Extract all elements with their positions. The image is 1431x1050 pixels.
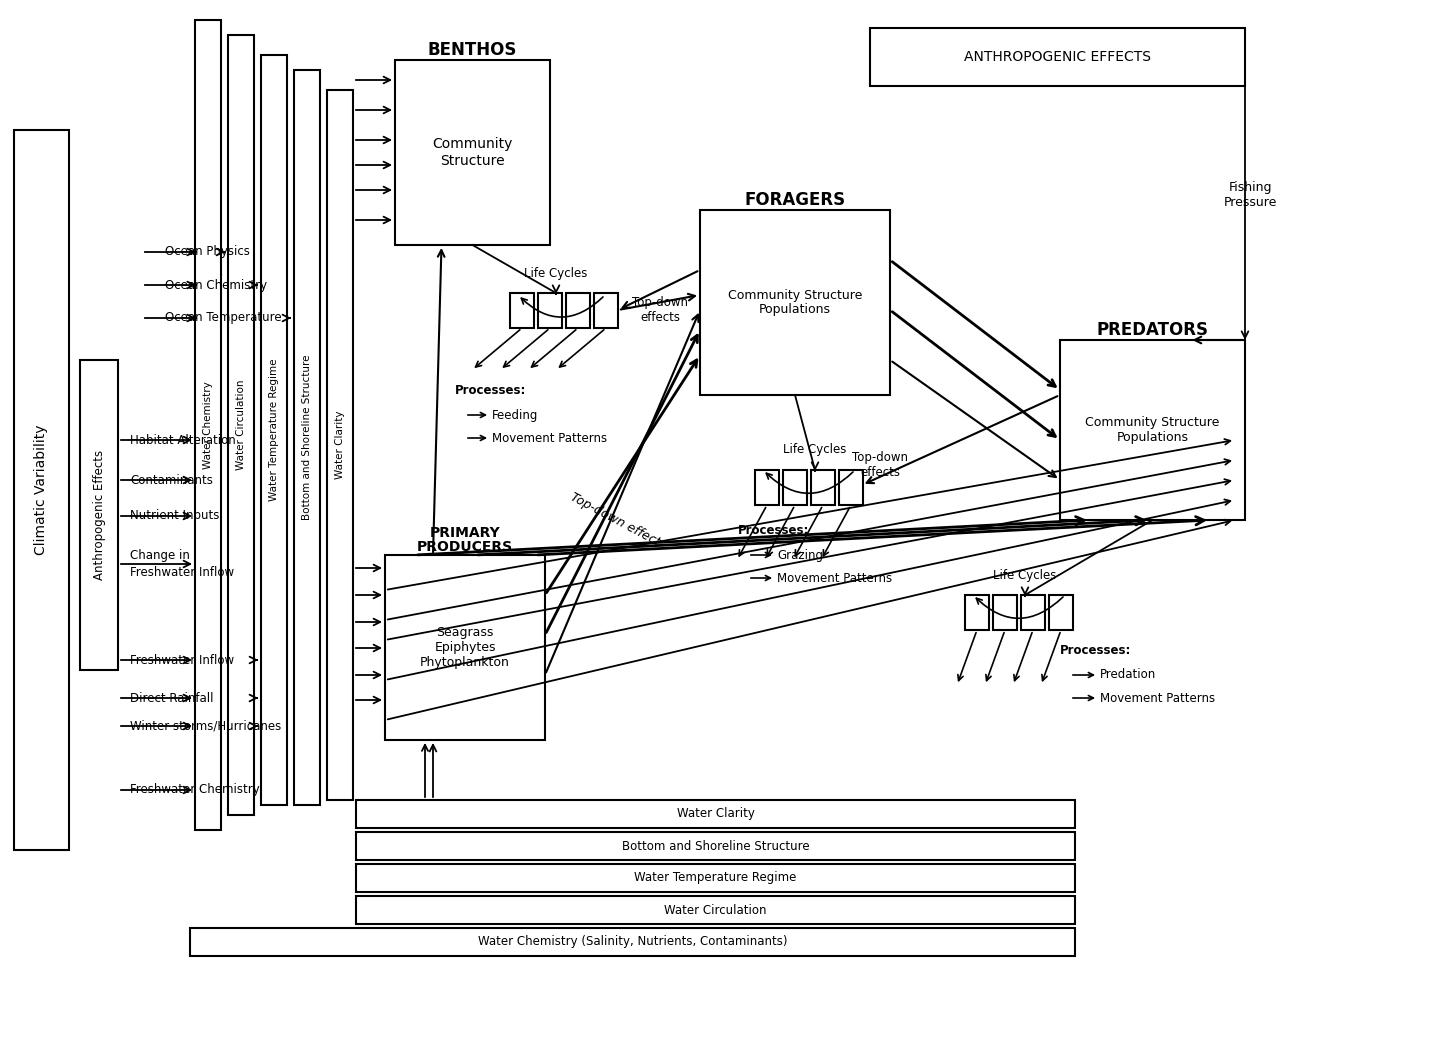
Text: Life Cycles: Life Cycles (783, 443, 847, 457)
Text: Processes:: Processes: (1060, 644, 1132, 656)
Text: Water Chemistry: Water Chemistry (203, 381, 213, 469)
Bar (964, 595, 989, 630)
Bar (395, 60, 550, 245)
Bar (228, 35, 253, 815)
Bar (811, 470, 836, 505)
Bar (700, 210, 890, 395)
Text: Water Temperature Regime: Water Temperature Regime (269, 359, 279, 501)
Bar (80, 360, 117, 670)
Text: Water Temperature Regime: Water Temperature Regime (634, 872, 797, 884)
Text: Top-down
effects: Top-down effects (633, 296, 688, 324)
Text: Freshwater Inflow: Freshwater Inflow (130, 566, 235, 579)
Text: Water Clarity: Water Clarity (677, 807, 754, 820)
Text: Movement Patterns: Movement Patterns (777, 571, 892, 585)
Bar (356, 832, 1075, 860)
Text: ANTHROPOGENIC EFFECTS: ANTHROPOGENIC EFFECTS (964, 50, 1151, 64)
Bar (839, 470, 863, 505)
Text: PRIMARY: PRIMARY (429, 526, 501, 540)
Text: Feeding: Feeding (492, 408, 538, 421)
Bar (594, 293, 618, 328)
Text: Water Clarity: Water Clarity (335, 411, 345, 479)
Text: Ocean Temperature: Ocean Temperature (165, 312, 282, 324)
Text: Water Chemistry (Salinity, Nutrients, Contaminants): Water Chemistry (Salinity, Nutrients, Co… (478, 936, 787, 948)
Text: PREDATORS: PREDATORS (1096, 321, 1209, 339)
Text: Seagrass
Epiphytes
Phytoplankton: Seagrass Epiphytes Phytoplankton (421, 626, 509, 669)
Text: Fishing
Pressure: Fishing Pressure (1224, 181, 1276, 209)
Bar (993, 595, 1017, 630)
Text: Anthropogenic Effects: Anthropogenic Effects (93, 450, 106, 580)
Text: Climatic Variability: Climatic Variability (34, 425, 49, 555)
Text: Top-down
effects: Top-down effects (851, 452, 909, 479)
Text: BENTHOS: BENTHOS (428, 41, 517, 59)
Bar (509, 293, 534, 328)
Bar (356, 800, 1075, 828)
Text: Community Structure
Populations: Community Structure Populations (1085, 416, 1219, 444)
Bar (356, 864, 1075, 892)
Text: FORAGERS: FORAGERS (744, 191, 846, 209)
Text: Processes:: Processes: (738, 524, 810, 537)
Text: Bottom and Shoreline Structure: Bottom and Shoreline Structure (621, 840, 810, 853)
Text: Direct Rainfall: Direct Rainfall (130, 692, 213, 705)
Text: Water Circulation: Water Circulation (236, 380, 246, 470)
Text: Grazing: Grazing (777, 548, 823, 562)
Bar (190, 928, 1075, 956)
Bar (567, 293, 590, 328)
Bar (1020, 595, 1045, 630)
Text: Life Cycles: Life Cycles (524, 267, 588, 279)
Text: Nutrient Inputs: Nutrient Inputs (130, 509, 219, 523)
Text: Freshwater Inflow: Freshwater Inflow (130, 653, 235, 667)
Bar (1049, 595, 1073, 630)
Text: Winter storms/Hurricanes: Winter storms/Hurricanes (130, 719, 282, 733)
Text: Ocean Physics: Ocean Physics (165, 246, 250, 258)
Text: Community Structure
Populations: Community Structure Populations (728, 289, 863, 316)
Text: Processes:: Processes: (455, 383, 527, 397)
Bar (870, 28, 1245, 86)
Text: Movement Patterns: Movement Patterns (492, 432, 607, 444)
Bar (293, 70, 321, 805)
Bar (783, 470, 807, 505)
Text: Freshwater Chemistry: Freshwater Chemistry (130, 783, 260, 797)
Text: Community
Structure: Community Structure (432, 138, 512, 168)
Text: Bottom and Shoreline Structure: Bottom and Shoreline Structure (302, 355, 312, 520)
Text: Change in: Change in (130, 549, 190, 563)
Text: PRODUCERS: PRODUCERS (416, 540, 514, 554)
Text: Predation: Predation (1100, 669, 1156, 681)
Text: Contaminants: Contaminants (130, 474, 213, 486)
Bar (260, 55, 288, 805)
Bar (14, 130, 69, 850)
Text: Habitat Alteration: Habitat Alteration (130, 434, 236, 446)
Text: Movement Patterns: Movement Patterns (1100, 692, 1215, 705)
Bar (1060, 340, 1245, 520)
Text: Ocean Chemistry: Ocean Chemistry (165, 278, 268, 292)
Bar (356, 896, 1075, 924)
Text: Life Cycles: Life Cycles (993, 568, 1056, 582)
Bar (328, 90, 353, 800)
Bar (195, 20, 220, 830)
Text: Top-down effect: Top-down effect (568, 490, 663, 549)
Bar (756, 470, 778, 505)
Bar (385, 555, 545, 740)
Text: Water Circulation: Water Circulation (664, 903, 767, 917)
Bar (538, 293, 562, 328)
